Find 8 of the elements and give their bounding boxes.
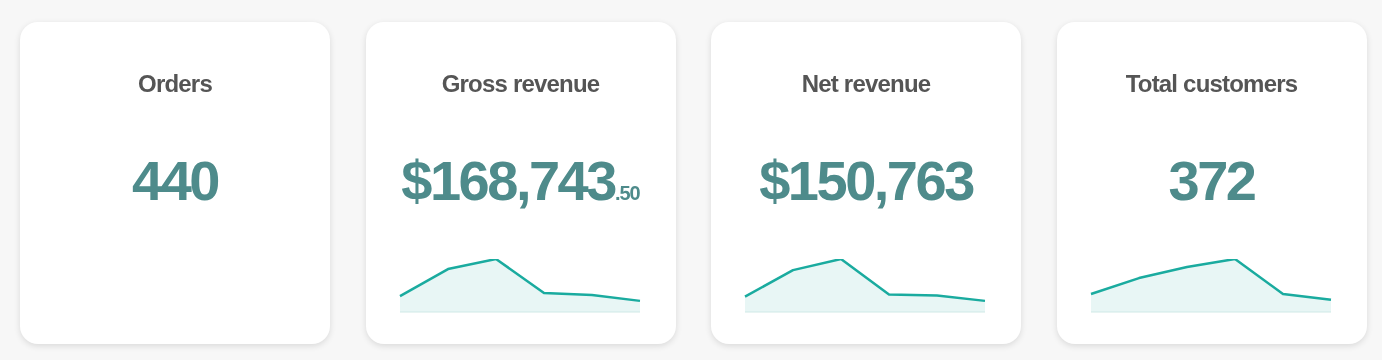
chart-title: Gross revenue [440, 70, 601, 98]
chart-subtitle: $168,743.50 [400, 148, 641, 213]
chart-subtitle: $150,763 [758, 148, 975, 213]
chart-subtitle: 372 [1167, 148, 1256, 213]
text: 440 [131, 148, 219, 213]
text: Orders [137, 70, 213, 98]
chart-title: Total customers [1124, 70, 1299, 98]
chart-title: Net revenue [800, 70, 932, 98]
